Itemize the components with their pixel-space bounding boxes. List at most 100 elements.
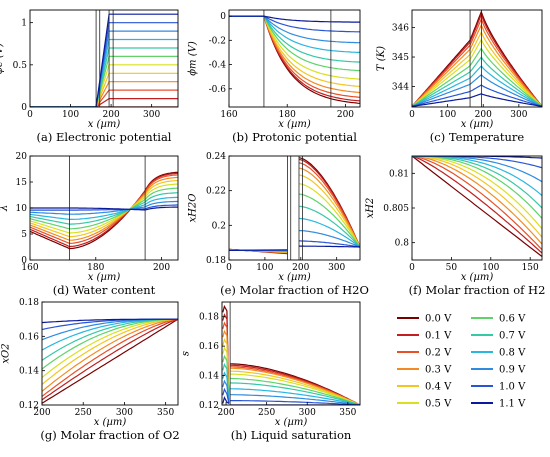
series-line-a-06V bbox=[30, 55, 178, 107]
series-line-a-09V bbox=[30, 30, 178, 107]
series-line-h-03V bbox=[230, 367, 360, 405]
series-line-d-10V bbox=[30, 204, 178, 211]
axes-frame-g bbox=[41, 301, 179, 406]
y-tick-label-b: -0.6 bbox=[209, 85, 227, 95]
series-line-h-08V bbox=[230, 388, 360, 405]
series-line-c-11V bbox=[412, 93, 542, 107]
series-line-g-05V bbox=[42, 318, 178, 378]
caption-g: (g) Molar fraction of O2 bbox=[40, 428, 179, 442]
y-tick-label-h: 0.16 bbox=[199, 342, 219, 352]
y-tick-label-g: 0.12 bbox=[19, 401, 39, 411]
x-tick-label-b: 180 bbox=[279, 110, 296, 120]
x-tick-label-e: 300 bbox=[328, 263, 345, 273]
series-line-h-07V bbox=[230, 382, 360, 405]
series-line-g-11V bbox=[42, 318, 178, 324]
x-tick-label-d: 200 bbox=[153, 263, 170, 273]
x-tick-label-e: 100 bbox=[256, 263, 273, 273]
x-tick-label-h: 300 bbox=[299, 408, 316, 418]
chart-panel-e: 0 100 200 300 0.18 0.2 0.22 0.24 x (µm) xH2O (e) M… bbox=[187, 152, 368, 297]
chart-panel-h: 200 250 300 350 0.12 0.14 0.16 0.18 x (µm) s (h) L… bbox=[180, 301, 361, 442]
chart-panel-c: 0 100 200 300 344 345 346 x (µm) T (K) (c) Temper… bbox=[376, 9, 543, 144]
series-line-f-03V bbox=[412, 156, 542, 245]
y-tick-label-b: 0 bbox=[220, 12, 226, 22]
series-line-h-10V bbox=[222, 387, 230, 404]
x-axis-label-e: x (µm) bbox=[278, 272, 311, 283]
series-line-d-04V bbox=[30, 179, 178, 238]
plot-area-b bbox=[229, 10, 360, 107]
axes-frame-h bbox=[221, 301, 361, 406]
series-line-h-09V bbox=[222, 379, 230, 404]
series-line-e-00V bbox=[298, 157, 360, 248]
series-line-a-03V bbox=[30, 81, 178, 107]
x-tick-label-c: 0 bbox=[409, 110, 415, 120]
plot-area-g bbox=[42, 318, 178, 404]
series-line-h-09V bbox=[230, 394, 360, 405]
y-tick-label-c: 346 bbox=[392, 24, 409, 34]
series-line-b-10V bbox=[229, 15, 360, 33]
y-tick-label-h: 0.18 bbox=[199, 313, 219, 323]
caption-a: (a) Electronic potential bbox=[37, 130, 172, 144]
caption-f: (f) Molar fraction of H2 bbox=[409, 283, 546, 297]
y-tick-label-d: 5 bbox=[21, 230, 27, 240]
x-axis-label-f: x (µm) bbox=[461, 272, 494, 283]
y-tick-label-e: 0.18 bbox=[206, 256, 226, 266]
y-tick-label-g: 0.16 bbox=[19, 332, 39, 342]
legend-label: 0.0 V bbox=[425, 314, 452, 325]
x-tick-label-d: 160 bbox=[21, 263, 38, 273]
axes-frame-e bbox=[228, 155, 361, 261]
series-line-d-03V bbox=[30, 176, 178, 241]
series-line-f-01V bbox=[412, 156, 542, 254]
x-tick-label-b: 160 bbox=[220, 110, 237, 120]
x-tick-label-a: 200 bbox=[103, 110, 120, 120]
series-line-a-07V bbox=[30, 47, 178, 107]
series-line-c-01V bbox=[412, 13, 542, 107]
series-line-e-09V bbox=[298, 229, 360, 248]
y-tick-label-h: 0.14 bbox=[199, 372, 219, 382]
series-line-a-05V bbox=[30, 64, 178, 107]
series-line-h-11V bbox=[222, 396, 230, 404]
y-tick-label-c: 345 bbox=[392, 53, 409, 63]
x-tick-label-f: 100 bbox=[482, 263, 499, 273]
y-tick-label-c: 344 bbox=[392, 82, 409, 92]
legend-label: 0.7 V bbox=[499, 331, 526, 342]
series-line-f-04V bbox=[412, 156, 542, 238]
series-line-c-06V bbox=[412, 47, 542, 107]
y-tick-label-e: 0.24 bbox=[206, 152, 226, 162]
plot-area-a bbox=[30, 10, 178, 107]
x-tick-label-g: 350 bbox=[157, 408, 174, 418]
series-line-d-01V bbox=[30, 172, 178, 248]
legend-label: 0.4 V bbox=[425, 382, 452, 393]
y-axis-label-b: ϕm (V) bbox=[187, 41, 198, 76]
x-tick-label-g: 300 bbox=[116, 408, 133, 418]
legend-label: 1.1 V bbox=[499, 399, 526, 410]
series-line-e-06V bbox=[298, 193, 360, 248]
caption-b: (b) Protonic potential bbox=[232, 130, 357, 144]
y-tick-label-d: 20 bbox=[16, 152, 28, 162]
series-line-c-08V bbox=[412, 65, 542, 107]
series-line-f-02V bbox=[412, 156, 542, 251]
y-tick-label-d: 0 bbox=[21, 256, 27, 266]
x-tick-label-b: 200 bbox=[337, 110, 354, 120]
x-tick-label-h: 250 bbox=[258, 408, 275, 418]
series-line-e-04V bbox=[298, 174, 360, 248]
series-line-e-07V bbox=[299, 205, 360, 248]
y-tick-label-f: 0.805 bbox=[383, 204, 409, 214]
x-tick-label-c: 300 bbox=[510, 110, 527, 120]
x-axis-label-b: x (µm) bbox=[278, 119, 311, 130]
y-axis-label-d: λ bbox=[0, 205, 10, 212]
x-axis-label-g: x (µm) bbox=[94, 417, 127, 428]
y-tick-label-g: 0.14 bbox=[19, 367, 39, 377]
y-tick-label-f: 0.81 bbox=[389, 169, 409, 179]
x-tick-label-h: 350 bbox=[339, 408, 356, 418]
series-line-d-06V bbox=[30, 187, 178, 230]
series-line-f-10V bbox=[412, 156, 542, 169]
caption-c: (c) Temperature bbox=[430, 130, 525, 144]
series-line-d-02V bbox=[30, 174, 178, 245]
series-line-d-05V bbox=[30, 183, 178, 234]
chart-panel-b: 160 180 200 0 -0.2 -0.4 -0.6 x (µm) ϕm (V) (b) Pr… bbox=[187, 9, 361, 144]
series-line-e-08V bbox=[298, 217, 360, 248]
plot-area-d bbox=[30, 156, 178, 260]
x-tick-label-e: 200 bbox=[292, 263, 309, 273]
legend-label: 0.9 V bbox=[499, 365, 526, 376]
